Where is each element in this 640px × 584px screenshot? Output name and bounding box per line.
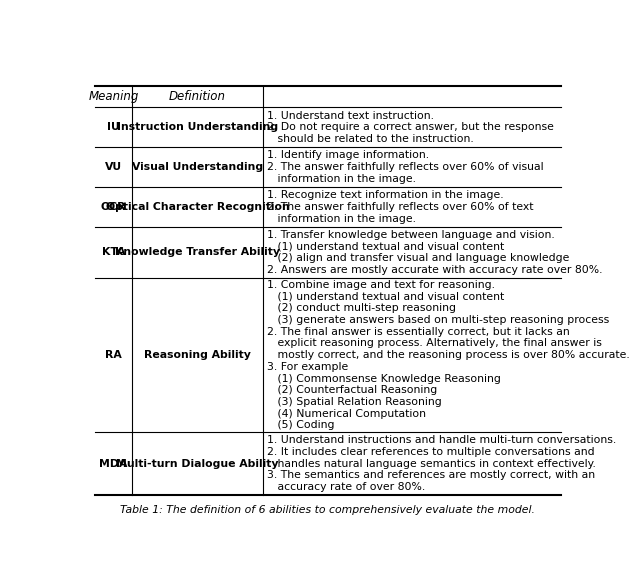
Text: (1) understand textual and visual content: (1) understand textual and visual conten… — [267, 242, 504, 252]
Text: 1. Identify image information.: 1. Identify image information. — [267, 151, 429, 161]
Text: mostly correct, and the reasoning process is over 80% accurate.: mostly correct, and the reasoning proces… — [267, 350, 630, 360]
Text: (1) Commonsense Knowledge Reasoning: (1) Commonsense Knowledge Reasoning — [267, 374, 500, 384]
Text: 2. The answer faithfully reflects over 60% of text: 2. The answer faithfully reflects over 6… — [267, 202, 533, 212]
Text: IU: IU — [107, 122, 120, 133]
Text: (5) Coding: (5) Coding — [267, 420, 334, 430]
Text: explicit reasoning process. Alternatively, the final answer is: explicit reasoning process. Alternativel… — [267, 339, 602, 349]
Text: Table 1: The definition of 6 abilities to comprehensively evaluate the model.: Table 1: The definition of 6 abilities t… — [120, 505, 536, 515]
Text: Optical Character Recognition: Optical Character Recognition — [106, 202, 289, 212]
Text: 2. Do not require a correct answer, but the response: 2. Do not require a correct answer, but … — [267, 122, 554, 133]
Text: 1. Transfer knowledge between language and vision.: 1. Transfer knowledge between language a… — [267, 230, 554, 240]
Text: 3. For example: 3. For example — [267, 362, 348, 372]
Text: OCR: OCR — [100, 202, 126, 212]
Text: (2) Counterfactual Reasoning: (2) Counterfactual Reasoning — [267, 385, 437, 395]
Text: 1. Understand instructions and handle multi-turn conversations.: 1. Understand instructions and handle mu… — [267, 435, 616, 446]
Text: 2. It includes clear references to multiple conversations and: 2. It includes clear references to multi… — [267, 447, 595, 457]
Text: information in the image.: information in the image. — [267, 174, 416, 184]
Text: Visual Understanding: Visual Understanding — [132, 162, 263, 172]
Text: 1. Combine image and text for reasoning.: 1. Combine image and text for reasoning. — [267, 280, 495, 290]
Text: information in the image.: information in the image. — [267, 214, 416, 224]
Text: 1. Recognize text information in the image.: 1. Recognize text information in the ima… — [267, 190, 503, 200]
Text: should be related to the instruction.: should be related to the instruction. — [267, 134, 474, 144]
Text: Multi-turn Dialogue Ability: Multi-turn Dialogue Ability — [116, 458, 278, 469]
Text: (1) understand textual and visual content: (1) understand textual and visual conten… — [267, 292, 504, 302]
Text: KTA: KTA — [102, 248, 125, 258]
Text: handles natural language semantics in context effectively.: handles natural language semantics in co… — [267, 458, 596, 469]
Text: (2) align and transfer visual and language knowledge: (2) align and transfer visual and langua… — [267, 253, 569, 263]
Text: (4) Numerical Computation: (4) Numerical Computation — [267, 409, 426, 419]
Text: accuracy rate of over 80%.: accuracy rate of over 80%. — [267, 482, 425, 492]
Text: Meaning: Meaning — [88, 90, 139, 103]
Text: 2. Answers are mostly accurate with accuracy rate over 80%.: 2. Answers are mostly accurate with accu… — [267, 265, 602, 275]
Text: Reasoning Ability: Reasoning Ability — [144, 350, 251, 360]
Text: 2. The final answer is essentially correct, but it lacks an: 2. The final answer is essentially corre… — [267, 327, 570, 337]
Text: 1. Understand text instruction.: 1. Understand text instruction. — [267, 110, 434, 121]
Text: 2. The answer faithfully reflects over 60% of visual: 2. The answer faithfully reflects over 6… — [267, 162, 543, 172]
Text: Knowledge Transfer Ability: Knowledge Transfer Ability — [115, 248, 280, 258]
Text: VU: VU — [105, 162, 122, 172]
Text: Instruction Understanding: Instruction Understanding — [117, 122, 278, 133]
Text: 3. The semantics and references are mostly correct, with an: 3. The semantics and references are most… — [267, 470, 595, 481]
Text: (3) Spatial Relation Reasoning: (3) Spatial Relation Reasoning — [267, 397, 442, 407]
Text: MDA: MDA — [99, 458, 128, 469]
Text: (3) generate answers based on multi-step reasoning process: (3) generate answers based on multi-step… — [267, 315, 609, 325]
Text: RA: RA — [105, 350, 122, 360]
Text: (2) conduct multi-step reasoning: (2) conduct multi-step reasoning — [267, 304, 456, 314]
Text: Definition: Definition — [169, 90, 226, 103]
